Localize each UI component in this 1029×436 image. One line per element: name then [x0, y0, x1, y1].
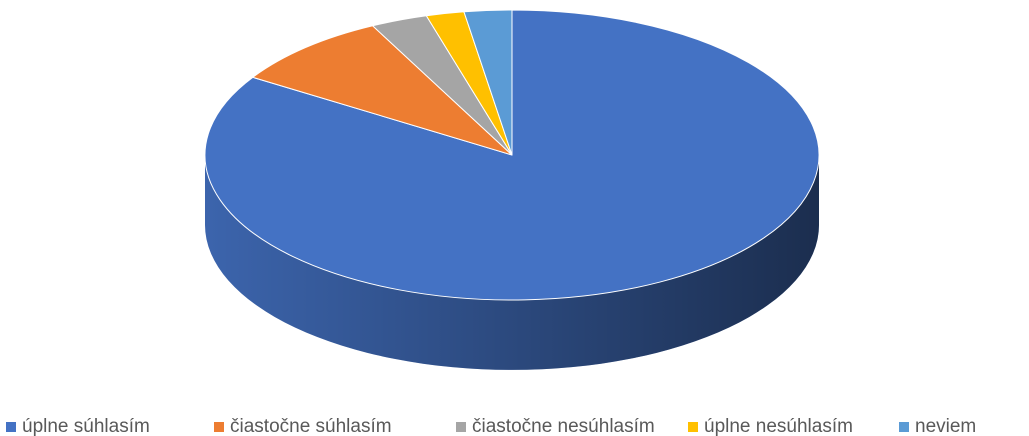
legend-label: čiastočne nesúhlasím — [472, 416, 655, 436]
legend-swatch — [6, 422, 16, 432]
legend-swatch — [688, 422, 698, 432]
legend-label: čiastočne súhlasím — [230, 416, 392, 436]
legend-label: úplne súhlasím — [22, 416, 150, 436]
side-shading — [205, 155, 819, 370]
legend-label: neviem — [915, 416, 976, 436]
legend-label: úplne nesúhlasím — [704, 416, 853, 436]
legend-swatch — [214, 422, 224, 432]
legend-swatch — [899, 422, 909, 432]
slice — [252, 25, 513, 156]
slice — [463, 9, 513, 156]
legend-swatch — [456, 422, 466, 432]
